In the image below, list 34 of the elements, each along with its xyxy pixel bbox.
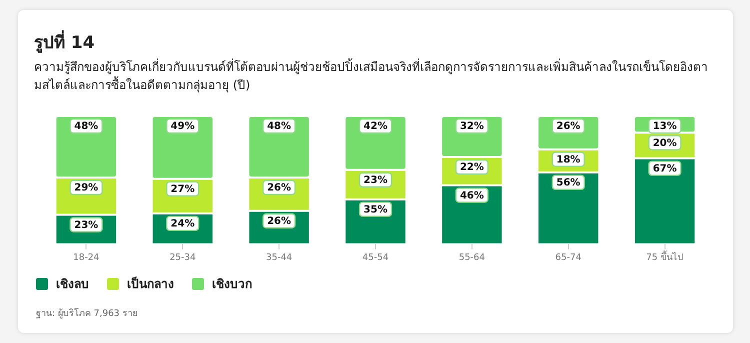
legend-label: เป็นกลาง	[126, 276, 174, 293]
x-tick-label: 65-74	[555, 252, 582, 263]
data-label: 26%	[556, 121, 580, 132]
x-tick-label: 35-44	[266, 252, 292, 263]
data-label: 35%	[364, 204, 388, 216]
data-label: 20%	[652, 138, 677, 149]
data-label: 67%	[652, 163, 677, 174]
data-label: 27%	[170, 184, 195, 195]
data-label: 23%	[364, 174, 388, 186]
data-label: 26%	[267, 216, 292, 227]
legend-label: เชิงลบ	[55, 276, 89, 293]
data-label: 18%	[556, 154, 580, 166]
data-label: 56%	[556, 178, 580, 188]
data-label: 48%	[74, 121, 98, 132]
legend-label: เชิงบวก	[211, 276, 252, 293]
x-tick-label: 45-54	[362, 252, 389, 263]
data-label: 32%	[460, 121, 484, 132]
text: ฐาน: ผู้บริโภค 7,963 ราย	[36, 306, 138, 320]
data-label: 49%	[170, 121, 195, 132]
data-label: 46%	[460, 190, 484, 202]
x-tick-label: 75 ขึ้นไป	[646, 250, 684, 263]
data-label: 42%	[364, 121, 388, 132]
x-tick-label: 55-64	[458, 252, 486, 263]
data-label: 24%	[170, 218, 195, 230]
chart-title: รูปที่ 14	[34, 29, 95, 55]
data-label: 13%	[652, 121, 677, 132]
data-label: 23%	[74, 220, 98, 231]
x-tick-label: 25-34	[170, 252, 196, 263]
data-label: 26%	[267, 182, 292, 194]
data-label: 22%	[460, 162, 484, 174]
x-tick-label: 18-24	[73, 252, 100, 263]
data-label: 29%	[74, 182, 98, 194]
data-label: 48%	[267, 121, 292, 132]
chart-subtitle: ความรู้สึกของผู้บริโภคเกี่ยวกับแบรนด์ที่โต้ตอบผ่านผู้ช่วยช้อปปิ้งเสมือนจริงที่เลือกดูการจัดรายการและเพิ่มสินค้าลงในรถเข็นโดยอิงตามสไตล์และการซื้อในอดีตตามกลุ่มอายุ (ปี)	[34, 58, 709, 94]
